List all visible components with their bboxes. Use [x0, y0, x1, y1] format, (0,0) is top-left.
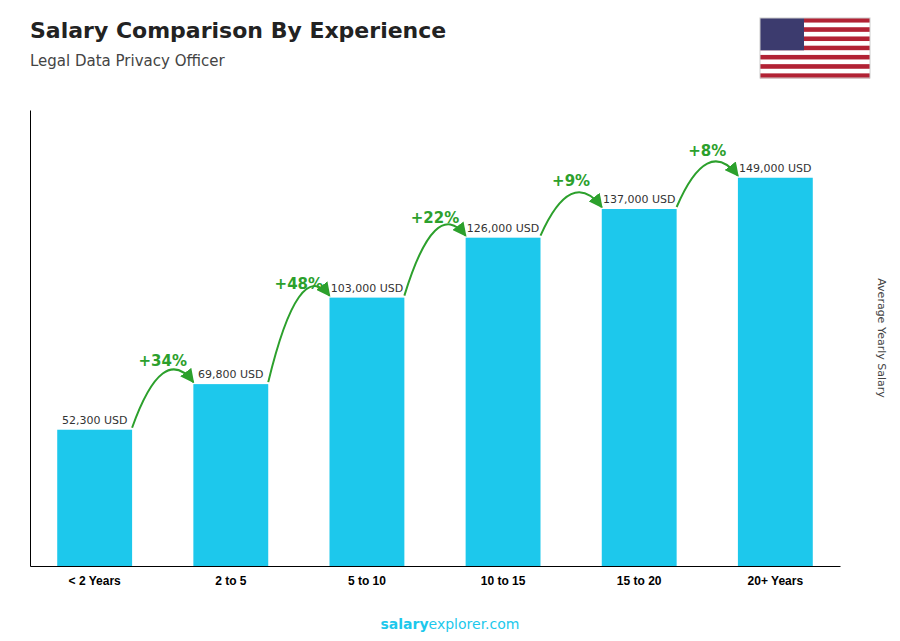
x-tick-label: 5 to 10	[348, 574, 386, 588]
y-axis-line	[30, 111, 31, 567]
data-label: 126,000 USD	[467, 222, 540, 235]
bar	[738, 178, 813, 566]
change-arrow	[268, 286, 329, 382]
footer-part: salary	[381, 616, 429, 632]
x-tick: 5 to 10	[348, 566, 386, 588]
change-arrow	[132, 369, 193, 427]
data-label: 52,300 USD	[62, 414, 128, 427]
title: Salary Comparison By Experience	[30, 18, 446, 43]
x-tick-label: < 2 Years	[69, 574, 121, 588]
bar	[193, 384, 268, 566]
x-axis: < 2 Years 2 to 5 5 to 10 10 to 15 15 to 20 20…	[31, 566, 841, 588]
annotation: +34%	[138, 352, 186, 370]
change-arrow	[541, 192, 602, 235]
annotation: +9%	[552, 172, 590, 190]
bar	[602, 209, 677, 566]
x-tick-label: 2 to 5	[215, 574, 247, 588]
footer-part: explorer.com	[429, 616, 520, 632]
change-arrow	[404, 224, 465, 295]
x-tick-label: 15 to 20	[617, 574, 662, 588]
y-axis	[30, 111, 31, 567]
data-label: 149,000 USD	[739, 162, 812, 175]
footer: salaryexplorer.com	[381, 616, 520, 632]
x-tick: 10 to 15	[481, 566, 526, 588]
bar	[57, 430, 132, 566]
annotation: +8%	[688, 142, 726, 160]
bar	[466, 238, 541, 566]
flag-stripe	[760, 69, 870, 74]
x-axis-line	[31, 566, 841, 567]
bars	[57, 178, 813, 566]
flag-border	[760, 18, 870, 78]
annotation: +48%	[275, 275, 323, 293]
annotation: +22%	[411, 209, 459, 227]
y-axis-label: Average Yearly Salary	[875, 278, 888, 398]
x-tick: 15 to 20	[617, 566, 662, 588]
subtitle: Legal Data Privacy Officer	[30, 52, 225, 70]
data-label: 137,000 USD	[603, 193, 676, 206]
annotations: +34% +48% +22% +9% +8%	[132, 142, 738, 428]
flag	[760, 18, 870, 78]
x-tick-label: 10 to 15	[481, 574, 526, 588]
change-arrow	[677, 161, 738, 207]
x-tick-label: 20+ Years	[748, 574, 804, 588]
plot: < 2 Years 2 to 5 5 to 10 10 to 15 15 to 20 20…	[31, 111, 841, 588]
flag-stripe	[760, 55, 870, 60]
data-label: 69,800 USD	[198, 368, 264, 381]
x-tick: < 2 Years	[69, 566, 121, 588]
flag-stripe	[760, 60, 870, 65]
flag-stripe	[760, 64, 870, 69]
data-label: 103,000 USD	[331, 282, 404, 295]
flag-canton	[760, 18, 804, 50]
flag-stripe	[760, 50, 870, 55]
data-labels: 52,300 USD 69,800 USD 103,000 USD 126,000 U…	[62, 162, 812, 427]
x-tick: 2 to 5	[215, 566, 247, 588]
bar	[329, 298, 404, 566]
x-tick: 20+ Years	[748, 566, 804, 588]
chart: Salary Comparison By Experience Legal Dat…	[0, 0, 900, 641]
